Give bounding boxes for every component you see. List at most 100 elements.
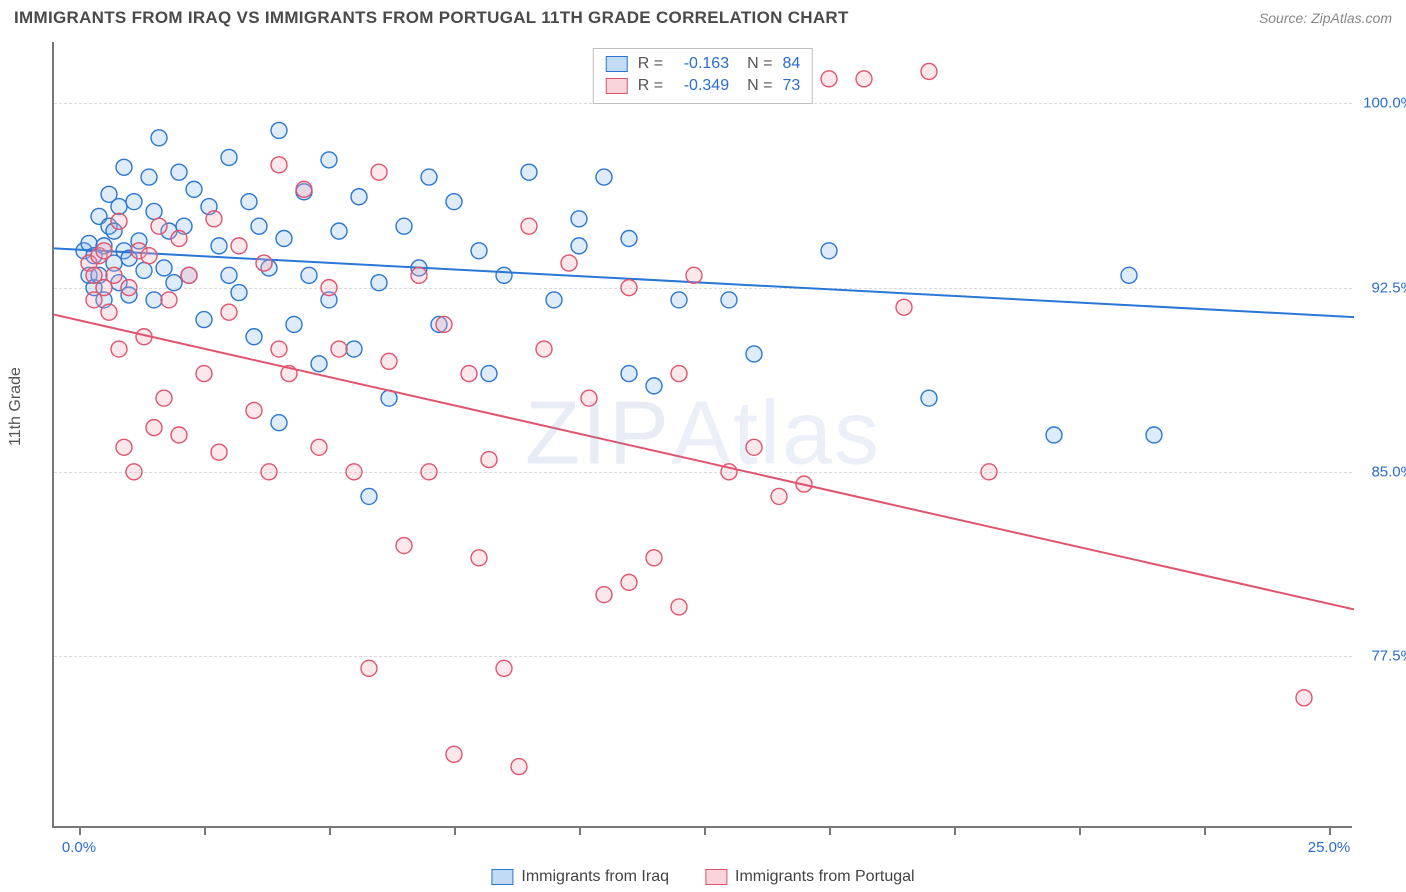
- data-point: [171, 231, 187, 247]
- data-point: [571, 211, 587, 227]
- data-point: [1296, 690, 1312, 706]
- data-point: [596, 169, 612, 185]
- data-point: [671, 292, 687, 308]
- data-point: [246, 329, 262, 345]
- data-point: [921, 390, 937, 406]
- data-point: [396, 218, 412, 234]
- data-point: [136, 262, 152, 278]
- data-point: [446, 746, 462, 762]
- data-point: [156, 390, 172, 406]
- data-point: [371, 275, 387, 291]
- data-point: [126, 194, 142, 210]
- data-point: [381, 353, 397, 369]
- data-point: [171, 427, 187, 443]
- data-point: [311, 356, 327, 372]
- swatch-portugal-icon: [705, 869, 727, 885]
- data-point: [896, 299, 912, 315]
- data-point: [436, 316, 452, 332]
- data-point: [221, 267, 237, 283]
- data-point: [471, 243, 487, 259]
- r-legend-row: R =-0.349N =73: [606, 75, 800, 97]
- data-point: [411, 267, 427, 283]
- data-point: [346, 464, 362, 480]
- data-point: [821, 71, 837, 87]
- legend-item-iraq: Immigrants from Iraq: [491, 868, 669, 886]
- data-point: [111, 341, 127, 357]
- chart-title: IMMIGRANTS FROM IRAQ VS IMMIGRANTS FROM …: [14, 8, 849, 28]
- data-point: [1046, 427, 1062, 443]
- x-tick-label: 0.0%: [62, 839, 96, 856]
- data-point: [921, 63, 937, 79]
- data-point: [496, 267, 512, 283]
- y-tick-label: 100.0%: [1356, 95, 1406, 112]
- data-point: [111, 199, 127, 215]
- data-point: [621, 366, 637, 382]
- data-point: [481, 452, 497, 468]
- r-legend-row: R =-0.163N =84: [606, 53, 800, 75]
- data-point: [126, 464, 142, 480]
- data-point: [166, 275, 182, 291]
- data-point: [231, 285, 247, 301]
- data-point: [621, 280, 637, 296]
- data-point: [246, 402, 262, 418]
- data-point: [146, 203, 162, 219]
- data-point: [101, 304, 117, 320]
- data-point: [346, 341, 362, 357]
- data-point: [671, 599, 687, 615]
- data-point: [196, 366, 212, 382]
- data-point: [196, 312, 212, 328]
- correlation-legend: R =-0.163N =84R =-0.349N =73: [593, 48, 813, 104]
- data-point: [646, 550, 662, 566]
- swatch-icon: [606, 56, 628, 72]
- data-point: [686, 267, 702, 283]
- data-point: [746, 439, 762, 455]
- data-point: [461, 366, 477, 382]
- data-point: [221, 149, 237, 165]
- data-point: [536, 341, 552, 357]
- data-point: [321, 280, 337, 296]
- trend-line: [54, 248, 1354, 317]
- data-point: [121, 280, 137, 296]
- data-point: [981, 464, 997, 480]
- series-legend: Immigrants from Iraq Immigrants from Por…: [491, 868, 914, 886]
- data-point: [1146, 427, 1162, 443]
- data-point: [561, 255, 577, 271]
- data-point: [106, 267, 122, 283]
- data-point: [211, 444, 227, 460]
- data-point: [141, 248, 157, 264]
- data-point: [151, 130, 167, 146]
- data-point: [301, 267, 317, 283]
- data-point: [206, 211, 222, 227]
- data-point: [271, 122, 287, 138]
- data-point: [396, 538, 412, 554]
- data-point: [141, 169, 157, 185]
- data-point: [351, 189, 367, 205]
- data-point: [1121, 267, 1137, 283]
- data-point: [331, 223, 347, 239]
- data-point: [146, 420, 162, 436]
- data-point: [271, 341, 287, 357]
- data-point: [96, 243, 112, 259]
- data-point: [261, 464, 277, 480]
- trend-line: [54, 315, 1354, 610]
- chart-plot-area: 77.5%85.0%92.5%100.0%0.0%25.0% ZIPAtlas …: [52, 42, 1352, 828]
- data-point: [221, 304, 237, 320]
- y-tick-label: 92.5%: [1356, 279, 1406, 296]
- data-point: [321, 152, 337, 168]
- data-point: [296, 181, 312, 197]
- data-point: [161, 292, 177, 308]
- data-point: [721, 292, 737, 308]
- data-point: [371, 164, 387, 180]
- data-point: [276, 231, 292, 247]
- data-point: [821, 243, 837, 259]
- data-point: [361, 488, 377, 504]
- y-axis-label: 11th Grade: [7, 367, 25, 446]
- source-credit: Source: ZipAtlas.com: [1259, 10, 1392, 26]
- data-point: [271, 415, 287, 431]
- data-point: [421, 169, 437, 185]
- data-point: [521, 218, 537, 234]
- y-tick-label: 85.0%: [1356, 463, 1406, 480]
- data-point: [116, 159, 132, 175]
- data-point: [521, 164, 537, 180]
- data-point: [421, 464, 437, 480]
